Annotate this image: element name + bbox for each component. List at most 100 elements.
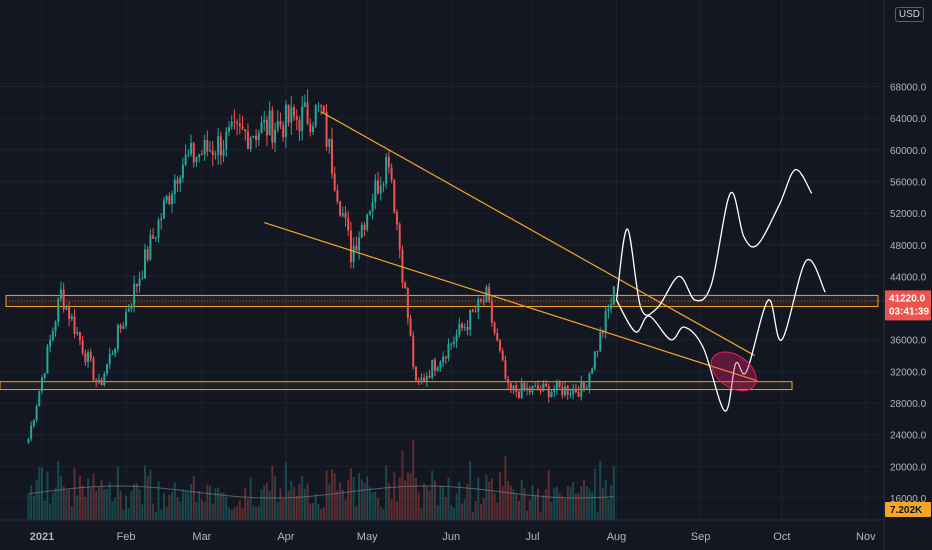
volume-bar — [593, 469, 596, 520]
volume-bar — [596, 512, 599, 520]
volume-bar — [339, 482, 342, 520]
candle-body — [290, 107, 293, 123]
candle-body — [125, 311, 128, 326]
candle-body — [54, 321, 57, 332]
volume-bar — [154, 511, 157, 520]
volume-bar — [558, 493, 561, 520]
candle-body — [111, 354, 114, 356]
candle-body — [146, 249, 149, 260]
candle-body — [612, 286, 615, 305]
volume-bar — [585, 486, 588, 520]
candle-body — [387, 156, 390, 168]
candle-body — [428, 375, 431, 378]
volume-bar — [214, 488, 217, 520]
price-axis[interactable]: 68000.0 64000.0 60000.0 56000.0 52000.0 48000… — [883, 0, 927, 550]
volume-bar — [569, 486, 572, 520]
volume-bar — [471, 511, 474, 520]
candle-body — [431, 359, 434, 378]
volume-bar — [515, 493, 518, 520]
candle-body — [547, 386, 550, 398]
volume-bar — [179, 501, 182, 520]
candle-body — [447, 343, 450, 359]
candle-body — [352, 245, 355, 262]
volume-bar — [225, 496, 228, 520]
volume-bar — [30, 485, 33, 520]
volume-bar — [504, 456, 507, 520]
volume-bar — [382, 509, 385, 520]
candle-body — [490, 300, 493, 323]
volume-bar — [398, 477, 401, 520]
volume-bar — [236, 506, 239, 520]
volume-bar — [555, 486, 558, 520]
candle-body — [241, 126, 244, 130]
candle-body — [501, 350, 504, 361]
volume-bar — [263, 485, 266, 520]
candle-body — [298, 119, 301, 132]
volume-bar — [195, 501, 198, 520]
candle-body — [320, 105, 323, 107]
currency-badge[interactable]: USD — [894, 7, 924, 22]
candle-body — [27, 438, 30, 443]
volume-bar — [41, 467, 43, 520]
volume-bar — [81, 485, 84, 520]
volume-bar — [146, 476, 149, 520]
candle-body — [344, 213, 347, 218]
candle-body — [377, 180, 380, 194]
volume-bar — [203, 501, 206, 520]
volume-bar — [157, 481, 160, 520]
volume-bar — [523, 488, 526, 520]
volume-bar — [363, 483, 366, 520]
volume-bar — [246, 498, 249, 520]
volume-bar — [485, 474, 488, 520]
candle-body — [162, 200, 165, 219]
highlight-ellipse — [710, 351, 757, 392]
volume-bar — [149, 469, 152, 520]
volume-bar — [463, 499, 466, 520]
candle-body — [409, 318, 412, 336]
volume-bar — [574, 493, 577, 520]
volume-bar — [76, 495, 79, 520]
volume-bar — [417, 492, 420, 520]
volume-bar — [612, 465, 615, 520]
volume-bar — [279, 488, 282, 520]
volume-bar — [127, 508, 130, 520]
candle-body — [423, 377, 426, 381]
volume-bar — [344, 499, 347, 520]
candle-body — [322, 106, 325, 112]
candle-body — [393, 180, 396, 213]
candle-body — [59, 289, 62, 299]
candle-body — [498, 340, 501, 351]
volume-bar — [501, 486, 504, 520]
volume-bar — [35, 479, 38, 520]
volume-bar — [531, 485, 534, 520]
volume-bar — [566, 486, 569, 520]
price-tick-label: 44000.0 — [890, 272, 927, 283]
candle-body — [339, 201, 342, 216]
price-tick-label: 24000.0 — [890, 431, 927, 442]
candle-body — [572, 388, 575, 395]
time-axis[interactable]: 2021 Feb Mar Apr May Jun Jul Aug Sep Oct Nov — [0, 519, 884, 543]
volume-bar — [317, 504, 320, 520]
volume-bar — [238, 500, 241, 520]
candle-body — [57, 298, 60, 322]
candle-body — [493, 322, 496, 333]
candle-body — [38, 391, 41, 407]
candle-body — [225, 131, 228, 150]
candle-body — [149, 235, 152, 260]
volume-bar — [480, 503, 483, 520]
volume-bar — [78, 475, 81, 520]
volume-bar — [70, 506, 73, 520]
volume-bar — [176, 497, 179, 520]
candle-body — [200, 153, 203, 155]
candle-body — [604, 311, 607, 333]
time-tick-label: Apr — [277, 531, 294, 543]
candle-body — [333, 173, 336, 191]
candle-body — [542, 383, 545, 392]
candle-body — [43, 373, 46, 378]
volume-bar — [230, 509, 233, 520]
time-tick-label: Oct — [773, 531, 790, 543]
candle-body — [452, 341, 455, 344]
candle-body — [382, 183, 385, 186]
candle-body — [168, 196, 171, 205]
